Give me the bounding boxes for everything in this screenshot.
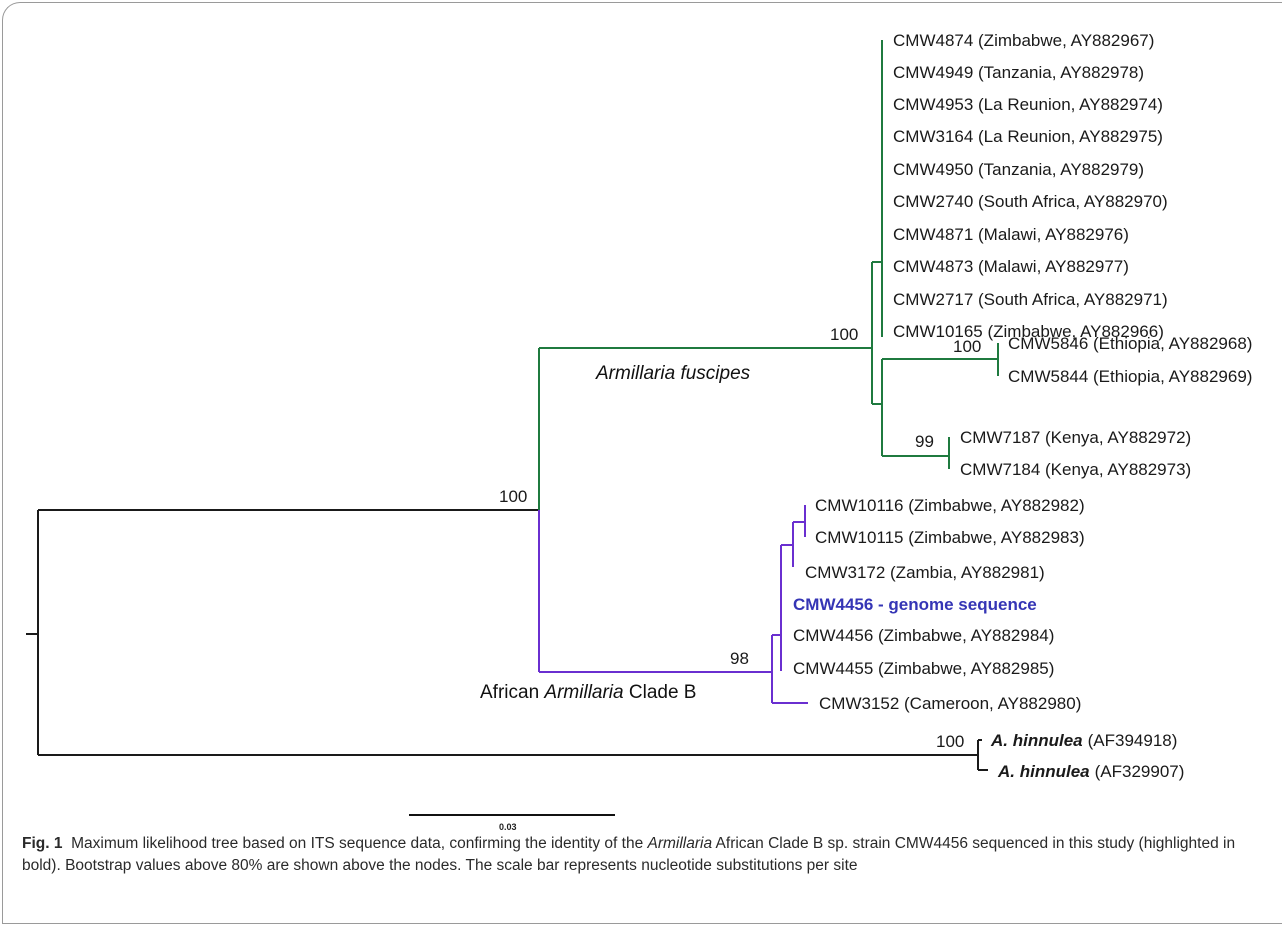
leaf-accession-22: (AF394918) [1088, 731, 1178, 750]
leaf-label-1: CMW4874 (Zimbabwe, AY882967) [893, 31, 1154, 50]
leaf-label-14: CMW7184 (Kenya, AY882973) [960, 460, 1191, 479]
leaf-label-20: CMW4455 (Zimbabwe, AY882985) [793, 659, 1054, 678]
phylogenetic-tree: 100 100 100 99 98 100 Armillaria fuscipe… [26, 31, 1252, 830]
clade-label-cladeB-suffix: Clade B [624, 682, 697, 703]
caption-text-2: African Clade B sp. strain CMW4456 seque… [22, 835, 1236, 874]
caption-text-1: Maximum likelihood tree based on ITS seq… [62, 835, 648, 852]
clade-label-cladeB-prefix: African [480, 682, 544, 703]
leaf-label-19: CMW4456 (Zimbabwe, AY882984) [793, 626, 1054, 645]
leaf-label-genome-highlight: CMW4456 - genome sequence [793, 595, 1037, 614]
leaf-label-12: CMW5844 (Ethiopia, AY882969) [1008, 367, 1252, 386]
leaf-label-2: CMW4949 (Tanzania, AY882978) [893, 63, 1144, 82]
fuscipes-branches [538, 40, 999, 510]
bootstrap-ethiopia: 100 [953, 337, 981, 356]
clade-label-cladeB: African Armillaria Clade B [480, 682, 696, 703]
leaf-label-11: CMW5846 (Ethiopia, AY882968) [1008, 334, 1252, 353]
leaf-label-8: CMW4873 (Malawi, AY882977) [893, 257, 1129, 276]
leaf-label-7: CMW4871 (Malawi, AY882976) [893, 225, 1129, 244]
leaf-species-23: A. hinnulea [997, 762, 1090, 781]
clade-label-fuscipes: Armillaria fuscipes [595, 363, 751, 384]
bootstrap-kenya: 99 [915, 432, 934, 451]
leaf-label-9: CMW2717 (South Africa, AY882971) [893, 290, 1168, 309]
bootstrap-fuscipes: 100 [830, 325, 858, 344]
leaf-label-15: CMW10116 (Zimbabwe, AY882982) [815, 496, 1085, 515]
leaf-label-5: CMW4950 (Tanzania, AY882979) [893, 160, 1144, 179]
caption-fig-label: Fig. 1 [22, 835, 63, 852]
leaf-species-22: A. hinnulea [990, 731, 1083, 750]
leaf-label-3: CMW4953 (La Reunion, AY882974) [893, 95, 1163, 114]
leaf-label-22: A. hinnulea (AF394918) [990, 731, 1177, 750]
leaf-label-13: CMW7187 (Kenya, AY882972) [960, 428, 1191, 447]
cladeB-branches [538, 505, 808, 704]
bootstrap-root-clade: 100 [499, 487, 527, 506]
bootstrap-hinnulea: 100 [936, 732, 964, 751]
bootstrap-cladeB: 98 [730, 649, 749, 668]
leaf-label-4: CMW3164 (La Reunion, AY882975) [893, 127, 1163, 146]
leaf-label-6: CMW2740 (South Africa, AY882970) [893, 192, 1168, 211]
root-branches [26, 509, 988, 771]
leaf-label-17: CMW3172 (Zambia, AY882981) [805, 563, 1045, 582]
leaf-label-10: CMW10165 (Zimbabwe, AY882966) [893, 322, 1164, 341]
leaf-accession-23: (AF329907) [1095, 762, 1185, 781]
leaf-label-16: CMW10115 (Zimbabwe, AY882983) [815, 528, 1085, 547]
leaf-label-21: CMW3152 (Cameroon, AY882980) [819, 694, 1081, 713]
leaf-label-23: A. hinnulea (AF329907) [997, 762, 1184, 781]
caption-genus: Armillaria [647, 835, 713, 852]
scale-bar-label: 0.03 [499, 822, 517, 830]
clade-label-cladeB-genus: Armillaria [543, 682, 623, 703]
figure-caption: Fig. 1 Maximum likelihood tree based on … [22, 833, 1267, 877]
